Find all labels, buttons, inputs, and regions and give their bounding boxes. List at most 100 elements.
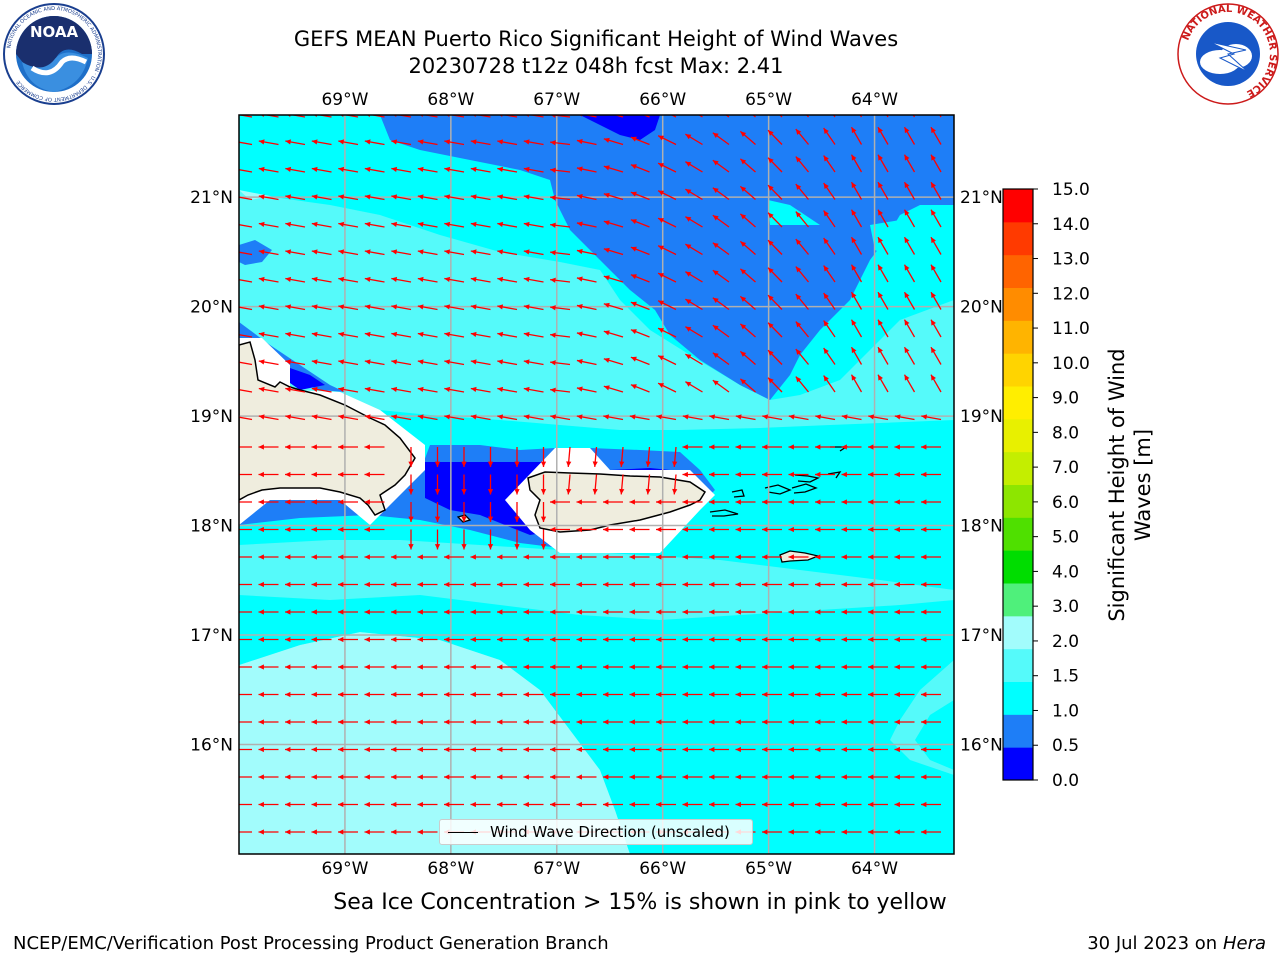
wave-arrow (417, 386, 438, 393)
wave-arrow (417, 554, 438, 560)
wave-arrow (285, 691, 305, 698)
wave-arrow (739, 240, 756, 255)
wave-arrow (497, 609, 517, 615)
wave-arrow (645, 474, 651, 495)
wave-arrow (311, 166, 332, 173)
wave-arrow (685, 271, 703, 283)
wave-arrow (523, 221, 544, 228)
wave-arrow (239, 556, 252, 558)
wave-arrow (434, 474, 441, 495)
wave-arrow (391, 664, 411, 670)
wave-arrow (894, 746, 915, 753)
lat-label: 18°N (960, 517, 1003, 537)
wave-arrow (894, 691, 915, 698)
wave-arrow (391, 691, 411, 698)
wave-arrow (762, 444, 782, 450)
wave-arrow (739, 213, 756, 228)
wave-arrow (894, 444, 915, 450)
wave-arrow (603, 719, 623, 725)
colorbar-segment (1003, 714, 1033, 748)
field-1.0-1.5-notch (768, 200, 820, 225)
lat-label: 20°N (960, 298, 1003, 318)
wave-arrow (903, 291, 916, 310)
wave-arrow (630, 384, 650, 393)
wave-arrow (629, 414, 650, 421)
field-1.0-1.5-se (915, 700, 954, 770)
wave-arrow (417, 664, 438, 670)
wave-arrow (877, 154, 889, 173)
wave-arrow (417, 581, 438, 588)
wave-arrow (709, 444, 729, 450)
colorbar-tick-label: 6.0 (1052, 493, 1079, 513)
lon-label: 68°W (427, 859, 474, 879)
field-1.0-1.5-south (239, 595, 954, 854)
wave-arrow (364, 386, 385, 393)
wave-arrow (921, 526, 941, 533)
wave-arrow (364, 609, 385, 615)
wave-arrow (391, 774, 411, 780)
wave-arrow (630, 329, 650, 338)
wave-arrow (762, 414, 783, 421)
lon-label: 69°W (321, 90, 368, 110)
wave-arrow (762, 774, 782, 780)
wave-arrow (497, 691, 517, 698)
lon-label: 67°W (533, 859, 580, 879)
wave-arrow (497, 304, 518, 311)
wave-arrow (903, 264, 916, 283)
colorbar-segment (1003, 353, 1033, 387)
wave-arrow (739, 350, 756, 365)
wave-arrow (239, 528, 252, 531)
wave-arrow (657, 135, 677, 146)
wave-arrow (239, 721, 252, 723)
wave-arrow (877, 126, 889, 145)
wave-arrow (444, 719, 464, 725)
wave-arrow (444, 194, 465, 201)
wave-arrow (712, 297, 730, 311)
wave-arrow (417, 609, 438, 615)
colorbar-tick-label: 14.0 (1052, 215, 1090, 235)
wave-arrow (285, 249, 306, 256)
footer-credit: NCEP/EMC/Verification Post Processing Pr… (13, 933, 609, 954)
wave-arrow (841, 526, 862, 533)
wave-arrow (338, 581, 358, 588)
wave-arrow (795, 321, 810, 338)
wave-arrow (767, 294, 783, 310)
field-0.0-0.5-hisp (290, 368, 325, 390)
wave-arrow (629, 609, 650, 615)
wave-arrow (523, 276, 544, 283)
wave-arrow (497, 664, 517, 670)
wave-arrow (338, 636, 358, 643)
wave-arrow (497, 166, 518, 173)
wave-arrow (550, 719, 570, 725)
wave-arrow (868, 636, 888, 643)
wave-arrow (629, 746, 650, 753)
wave-arrow (712, 159, 730, 173)
wave-arrow (311, 444, 332, 450)
lon-label: 64°W (851, 859, 898, 879)
wave-arrow (930, 291, 942, 310)
wave-arrow (258, 139, 279, 146)
wave-arrow (239, 169, 253, 173)
wave-arrow (603, 774, 623, 780)
wave-arrow (364, 276, 385, 283)
wave-arrow (338, 719, 358, 725)
wave-arrow (709, 499, 729, 505)
wave-arrow (877, 264, 889, 283)
wave-arrow (311, 554, 332, 560)
wave-arrow (338, 774, 358, 780)
wave-arrow (630, 219, 650, 228)
wave-arrow (921, 774, 941, 780)
wave-arrow (739, 268, 756, 283)
wave-arrow (338, 386, 359, 393)
wave-arrow (712, 242, 730, 256)
wave-arrow (550, 414, 571, 421)
wave-arrow (603, 554, 623, 560)
wave-arrow (795, 266, 810, 283)
chart-title: GEFS MEAN Puerto Rico Significant Height… (293, 27, 899, 51)
wave-arrow (444, 664, 464, 670)
colorbar-tick-label: 0.5 (1052, 736, 1079, 756)
colorbar-segment (1003, 648, 1033, 682)
wave-arrow (523, 554, 544, 560)
wave-arrow (921, 829, 941, 835)
wave-arrow (364, 499, 385, 505)
